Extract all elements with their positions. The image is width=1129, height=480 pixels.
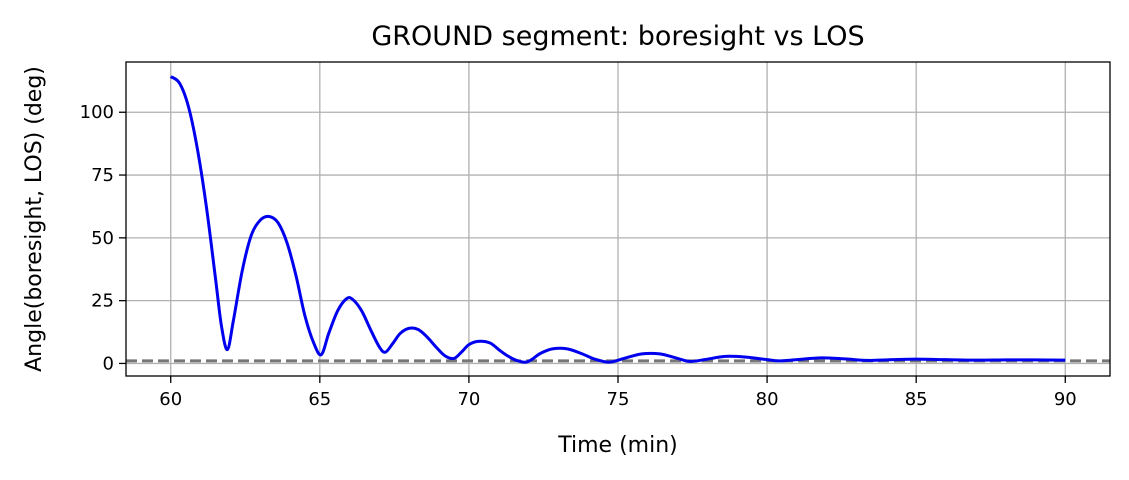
x-tick-label: 65 xyxy=(308,389,331,410)
y-tick-label: 0 xyxy=(103,353,114,374)
y-tick-label: 75 xyxy=(91,165,114,186)
x-tick-label: 70 xyxy=(457,389,480,410)
x-tick-label: 90 xyxy=(1054,389,1077,410)
angle-series-line xyxy=(169,75,1066,364)
x-tick-label: 60 xyxy=(159,389,182,410)
y-tick-label: 25 xyxy=(91,291,114,312)
x-axis-label: Time (min) xyxy=(557,433,678,458)
x-tick-label: 85 xyxy=(905,389,928,410)
x-tick-label: 75 xyxy=(607,389,630,410)
x-tick-label: 80 xyxy=(756,389,779,410)
y-tick-label: 100 xyxy=(80,102,114,123)
grid-lines xyxy=(126,62,1110,376)
y-axis-label: Angle(boresight, LOS) (deg) xyxy=(22,66,47,372)
series-layer xyxy=(126,75,1110,364)
axis-ticks: 60 65 70 75 80 85 90 0 25 50 75 100 xyxy=(80,102,1077,410)
chart-title: GROUND segment: boresight vs LOS xyxy=(371,21,864,52)
y-tick-label: 50 xyxy=(91,228,114,249)
